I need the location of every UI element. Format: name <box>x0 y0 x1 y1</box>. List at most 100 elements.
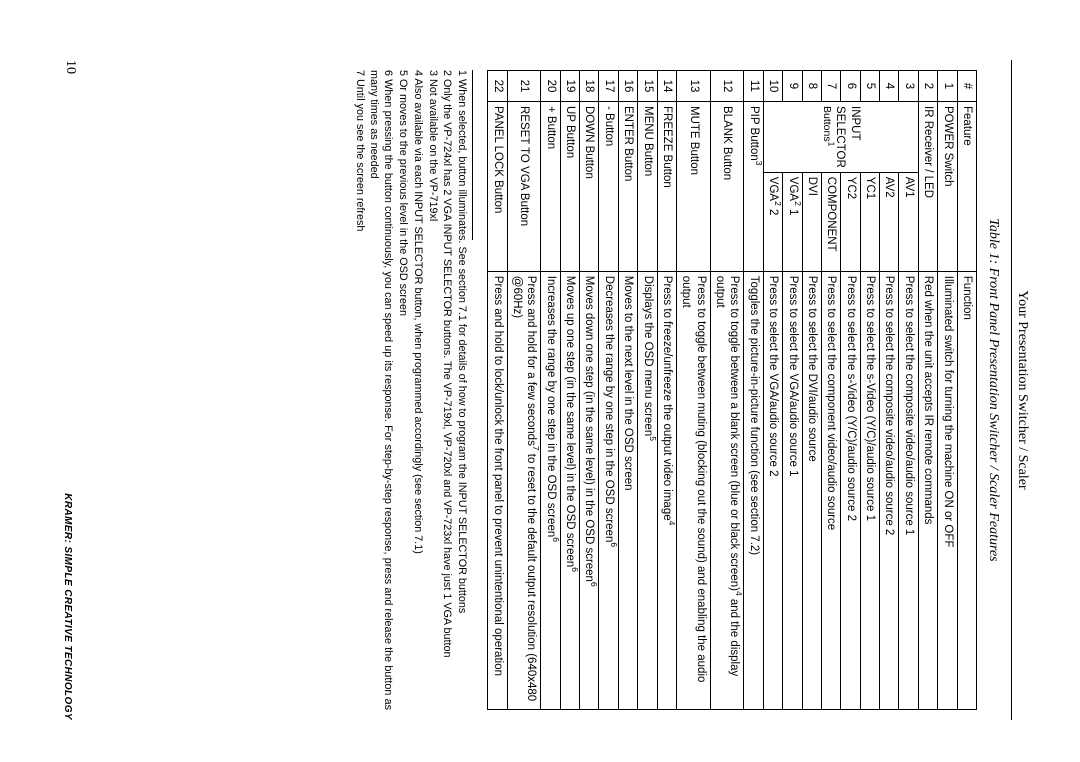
cell-num: 9 <box>783 71 802 102</box>
cell-num: 15 <box>638 71 657 102</box>
cell-num: 22 <box>488 71 507 102</box>
cell-num: 2 <box>918 71 937 102</box>
cell-feature-sub: DVI <box>802 172 821 271</box>
running-head: Your Presentation Switcher / Scaler <box>1014 60 1030 720</box>
cell-feature-sub: AV1 <box>899 172 918 271</box>
cell-feature: RESET TO VGA Button <box>507 102 541 272</box>
cell-function: Toggles the picture-in-picture function … <box>744 271 763 709</box>
cell-function: Press to select the composite video/audi… <box>880 271 899 709</box>
cell-feature: UP Button <box>560 102 579 272</box>
running-head-rule <box>1011 60 1012 720</box>
cell-function: Displays the OSD menu screen5 <box>638 271 657 709</box>
cell-function: Press to select the s-Video (Y/C)/audio … <box>841 271 860 709</box>
features-table: # Feature Function 1POWER SwitchIllumina… <box>487 70 977 710</box>
table-row: 11PIP Button3Toggles the picture-in-pict… <box>744 71 763 710</box>
cell-num: 18 <box>580 71 599 102</box>
footnote-rule <box>472 70 473 240</box>
cell-num: 12 <box>710 71 744 102</box>
cell-num: 1 <box>938 71 957 102</box>
cell-function: Moves down one step (in the same level) … <box>580 271 599 709</box>
table-row: 19UP ButtonMoves up one step (in the sam… <box>560 71 579 710</box>
cell-function: Red when the unit accepts IR remote comm… <box>918 271 937 709</box>
cell-num: 7 <box>822 71 841 102</box>
cell-function: Press to select the DVI/audio source <box>802 271 821 709</box>
cell-feature: BLANK Button <box>710 102 744 272</box>
table-row: 17- ButtonDecreases the range by one ste… <box>599 71 618 710</box>
table-row: 15MENU ButtonDisplays the OSD menu scree… <box>638 71 657 710</box>
cell-feature: DOWN Button <box>580 102 599 272</box>
cell-function: Press to toggle between muting (blocking… <box>677 271 711 709</box>
cell-feature: IR Receiver / LED <box>918 102 937 272</box>
cell-feature: + Button <box>541 102 560 272</box>
col-feature: Feature <box>957 102 976 272</box>
cell-num: 13 <box>677 71 711 102</box>
footnote: 4 Also available via each INPUT SELECTOR… <box>410 70 424 710</box>
cell-num: 8 <box>802 71 821 102</box>
cell-function: Illuminated switch for turning the machi… <box>938 271 957 709</box>
table-caption: Table 1: Front Panel Presentation Switch… <box>985 60 1001 720</box>
footnote: 3 Not available on the VP-719xl <box>425 70 439 710</box>
table-row: 18DOWN ButtonMoves down one step (in the… <box>580 71 599 710</box>
cell-num: 21 <box>507 71 541 102</box>
table-row: 14FREEZE ButtonPress to freeze/unfreeze … <box>657 71 676 710</box>
cell-num: 19 <box>560 71 579 102</box>
cell-function: Moves up one step (in the same level) in… <box>560 271 579 709</box>
table-row: 21RESET TO VGA ButtonPress and hold for … <box>507 71 541 710</box>
footnote: 6 When pressing the button continuously,… <box>367 70 395 710</box>
cell-feature-group: INPUT SELECTORButtons1 <box>763 102 918 173</box>
cell-feature: PANEL LOCK Button <box>488 102 507 272</box>
col-num: # <box>957 71 976 102</box>
cell-function: Press to select the composite video/audi… <box>899 271 918 709</box>
cell-function: Press to toggle between a blank screen (… <box>710 271 744 709</box>
col-function: Function <box>957 271 976 709</box>
cell-num: 17 <box>599 71 618 102</box>
cell-feature: ENTER Button <box>618 102 637 272</box>
cell-function: Press to freeze/unfreeze the output vide… <box>657 271 676 709</box>
cell-feature-sub: YC2 <box>841 172 860 271</box>
cell-feature: MUTE Button <box>677 102 711 272</box>
table-row: 20+ ButtonIncreases the range by one ste… <box>541 71 560 710</box>
table-row: 22PANEL LOCK ButtonPress and hold to loc… <box>488 71 507 710</box>
cell-feature: MENU Button <box>638 102 657 272</box>
cell-function: Decreases the range by one step in the O… <box>599 271 618 709</box>
cell-num: 3 <box>899 71 918 102</box>
cell-num: 6 <box>841 71 860 102</box>
cell-feature-sub: COMPONENT <box>822 172 841 271</box>
table-header-row: # Feature Function <box>957 71 976 710</box>
table-row: 12BLANK ButtonPress to toggle between a … <box>710 71 744 710</box>
page-number: 10 <box>62 60 78 74</box>
footer-tag: KRAMER: SIMPLE CREATIVE TECHNOLOGY <box>62 493 73 720</box>
footnotes-block: 1 When selected, button illuminates. See… <box>352 70 474 710</box>
table-row: 1POWER SwitchIlluminated switch for turn… <box>938 71 957 710</box>
cell-function: Increases the range by one step in the O… <box>541 271 560 709</box>
footnote: 7 Until you see the screen refresh <box>352 70 366 710</box>
table-row: 3INPUT SELECTORButtons1AV1Press to selec… <box>899 71 918 710</box>
cell-feature-sub: VGA2 2 <box>763 172 782 271</box>
cell-num: 11 <box>744 71 763 102</box>
cell-function: Press and hold to lock/unlock the front … <box>488 271 507 709</box>
cell-feature: - Button <box>599 102 618 272</box>
cell-num: 20 <box>541 71 560 102</box>
cell-function: Press to select the component video/audi… <box>822 271 841 709</box>
cell-num: 10 <box>763 71 782 102</box>
table-row: 13MUTE ButtonPress to toggle between mut… <box>677 71 711 710</box>
footnote: 2 Only the VP-724xl has 2 VGA INPUT SELE… <box>440 70 454 710</box>
cell-feature-sub: VGA2 1 <box>783 172 802 271</box>
cell-function: Press to select the s-Video (Y/C)/audio … <box>860 271 879 709</box>
cell-feature: FREEZE Button <box>657 102 676 272</box>
cell-feature: PIP Button3 <box>744 102 763 272</box>
cell-num: 4 <box>880 71 899 102</box>
cell-num: 16 <box>618 71 637 102</box>
cell-function: Press to select the VGA/audio source 2 <box>763 271 782 709</box>
cell-function: Press to select the VGA/audio source 1 <box>783 271 802 709</box>
footnote: 1 When selected, button illuminates. See… <box>454 70 468 710</box>
cell-feature: POWER Switch <box>938 102 957 272</box>
cell-feature-sub: YC1 <box>860 172 879 271</box>
cell-function: Press and hold for a few seconds7 to res… <box>507 271 541 709</box>
cell-num: 5 <box>860 71 879 102</box>
cell-num: 14 <box>657 71 676 102</box>
table-row: 2IR Receiver / LEDRed when the unit acce… <box>918 71 937 710</box>
footnote: 5 Or moves to the previous level in the … <box>395 70 409 710</box>
table-row: 16ENTER ButtonMoves to the next level in… <box>618 71 637 710</box>
cell-function: Moves to the next level in the OSD scree… <box>618 271 637 709</box>
